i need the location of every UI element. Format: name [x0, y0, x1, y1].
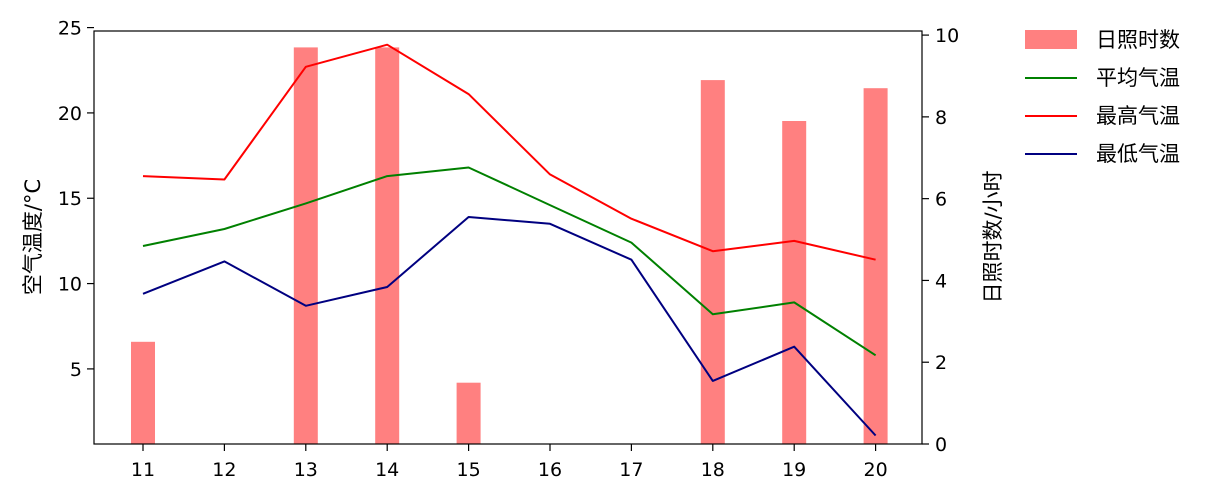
y-right-tick-label: 6: [935, 189, 947, 211]
x-tick-label: 12: [212, 459, 236, 481]
legend-label-avg: 平均气温: [1096, 66, 1180, 90]
legend-label-min: 最低气温: [1096, 142, 1180, 166]
y-left-tick-label: 15: [58, 188, 82, 210]
line-max-temp: [142, 43, 876, 261]
y-right-tick-label: 10: [935, 25, 959, 47]
x-tick-label: 17: [619, 459, 643, 481]
y-axis-left: 5 10 15 20 25: [58, 18, 94, 381]
y-right-tick-label: 2: [935, 352, 947, 374]
y-right-tick-label: 4: [935, 270, 947, 292]
line-avg-temp: [142, 166, 877, 357]
legend: 日照时数 平均气温 最高气温 最低气温: [1025, 28, 1180, 166]
bar-sunshine-18: [700, 80, 725, 444]
legend-swatch-sunshine: [1025, 30, 1077, 49]
temperature-lines: [142, 43, 877, 437]
x-tick-label: 20: [864, 459, 888, 481]
y-left-tick-label: 5: [70, 359, 82, 381]
line-min-temp: [142, 216, 877, 437]
x-tick-label: 11: [131, 459, 155, 481]
x-tick-label: 13: [294, 459, 318, 481]
x-tick-label: 16: [538, 459, 562, 481]
x-tick-label: 14: [375, 459, 399, 481]
bar-sunshine-14: [375, 47, 400, 445]
bar-sunshine-13: [293, 47, 318, 445]
y-left-tick-label: 20: [58, 103, 82, 125]
y-axis-right: 0 2 4 6 8 10: [922, 25, 959, 456]
y-left-tick-label: 25: [58, 18, 82, 40]
sunshine-bars: [131, 47, 888, 445]
legend-label-max: 最高气温: [1096, 104, 1180, 128]
y-left-tick-label: 10: [58, 274, 82, 296]
y-right-tick-label: 0: [935, 434, 947, 456]
x-tick-label: 18: [701, 459, 725, 481]
y-axis-left-label: 空气温度/°C: [21, 179, 45, 295]
bar-sunshine-20: [863, 88, 888, 444]
y-right-tick-label: 8: [935, 107, 947, 129]
legend-label-sunshine: 日照时数: [1096, 28, 1180, 52]
plot-area-frame: [93, 30, 923, 445]
y-axis-right-label: 日照时数/小时: [981, 170, 1005, 303]
bar-sunshine-11: [131, 341, 155, 444]
bar-sunshine-15: [456, 382, 481, 444]
x-tick-label: 19: [782, 459, 806, 481]
x-tick-label: 15: [457, 459, 481, 481]
bar-sunshine-19: [782, 121, 807, 444]
x-axis: 11 12 13 14 15 16 17 18 19 20: [131, 444, 888, 481]
